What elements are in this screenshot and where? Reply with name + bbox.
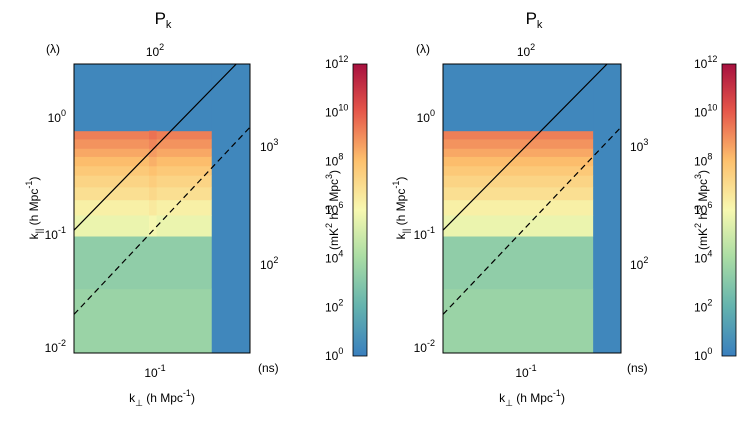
- heatmap-left: [74, 64, 250, 354]
- heatmap-stripe-cell-7: [148, 156, 157, 167]
- heatmap-band-0: [74, 288, 212, 354]
- panel-title: Pk: [155, 9, 172, 31]
- heatmap-stripe-cell-5: [148, 175, 157, 188]
- colorbar-tick-label-3: 106: [694, 200, 712, 217]
- right-tick-label-0: 103: [260, 137, 278, 154]
- heatmap-band-7: [443, 156, 594, 167]
- heatmap-stripe-cell-6: [148, 165, 157, 176]
- colorbar: [352, 63, 368, 357]
- heatmap-stripe-cell-3: [148, 199, 157, 216]
- buffer-line-dashed: [73, 126, 251, 315]
- colorbar-tick-label-2: 108: [694, 151, 712, 168]
- colorbar-tick-label-0: 1012: [694, 54, 717, 71]
- top-axis-label: (λ): [46, 42, 60, 56]
- heatmap-band-7: [74, 156, 212, 167]
- horizon-line: [442, 63, 608, 231]
- heatmap-band-8: [74, 148, 212, 157]
- colorbar-tick-label-5: 102: [694, 297, 712, 314]
- y-tick-label-0: 100: [417, 108, 435, 125]
- heatmap-band-2: [443, 214, 594, 237]
- heatmap-band-8: [443, 148, 594, 157]
- heatmap-band-1: [74, 235, 212, 290]
- colorbar-ticks-left: 1012 1010 108 106 104 102 100: [325, 54, 348, 363]
- colorbar: [721, 63, 737, 357]
- plot-frame: [442, 63, 622, 354]
- heatmap-band-10: [443, 130, 594, 140]
- heatmap-band-2: [74, 214, 212, 237]
- top-axis-label: (λ): [416, 42, 430, 56]
- heatmap-band-6: [74, 165, 212, 176]
- heatmap-band-11: [443, 64, 594, 132]
- y-tick-label-2: 10-2: [414, 338, 435, 355]
- colorbar-tick-label-6: 100: [325, 346, 343, 363]
- heatmap-stripe-cell-10: [148, 130, 157, 140]
- heatmap-band-5: [74, 175, 212, 188]
- heatmap-stripe-cell-2: [148, 214, 157, 237]
- heatmap-band-3: [443, 199, 594, 216]
- x-axis-label: k⊥ (h Mpc-1): [499, 388, 565, 408]
- right-tick-label-0: 103: [630, 137, 648, 154]
- top-tick-label: 102: [517, 42, 535, 59]
- heatmap-band-9: [74, 138, 212, 149]
- colorbar-tick-label-4: 104: [694, 249, 712, 266]
- colorbar-tick-label-0: 1012: [325, 54, 348, 71]
- colorbar-label: (mK2 h-3 Mpc3): [324, 170, 341, 250]
- y-tick-label-1: 10-1: [45, 225, 66, 242]
- heatmap-stripe-cell-4: [148, 186, 157, 201]
- y-axis-label: k|| (h Mpc-1): [391, 177, 411, 240]
- buffer-line-dashed: [442, 126, 622, 315]
- wedge-lines-right: [442, 63, 622, 315]
- colorbar-tick-label-4: 104: [325, 249, 343, 266]
- heatmap-band-10: [74, 130, 212, 140]
- heatmap-band-0: [443, 288, 594, 354]
- heatmap-band-3: [74, 199, 212, 216]
- top-tick-label: 102: [146, 42, 164, 59]
- heatmap-band-6: [443, 165, 594, 176]
- right-tick-label-1: 102: [630, 255, 648, 272]
- colorbar-tick-label-2: 108: [325, 151, 343, 168]
- colorbar-tick-label-3: 106: [325, 200, 343, 217]
- heatmap-band-11: [74, 64, 212, 132]
- panel-title: Pk: [526, 9, 543, 31]
- y-tick-label-1: 10-1: [414, 225, 435, 242]
- x-tick-label: 10-1: [144, 363, 165, 380]
- right-axis-label: (ns): [258, 361, 279, 375]
- right-axis-label: (ns): [627, 361, 648, 375]
- colorbar-ticks-right: 1012 1010 108 106 104 102 100: [694, 54, 717, 363]
- panel-right: Pk (λ) 102 100 10-1 10-2 k|| (h Mpc-1) 1…: [391, 9, 737, 408]
- heatmap-band-5: [443, 175, 594, 188]
- colorbar-tick-label-1: 1010: [694, 103, 717, 120]
- plot-frame: [73, 63, 251, 354]
- y-tick-label-2: 10-2: [45, 338, 66, 355]
- x-axis-label: k⊥ (h Mpc-1): [129, 388, 195, 408]
- x-tick-label: 10-1: [515, 363, 536, 380]
- colorbar-tick-label-5: 102: [325, 297, 343, 314]
- colorbar-tick-label-1: 1010: [325, 103, 348, 120]
- panel-left: Pk (λ) 102 100 10-1 10-2 k|| (h Mpc-1) 1…: [24, 9, 368, 408]
- heatmap-band-1: [443, 235, 594, 290]
- y-tick-label-0: 100: [48, 108, 66, 125]
- heatmap-stripe-cell-9: [148, 138, 157, 149]
- heatmap-right: [443, 64, 621, 354]
- wedge-lines-left: [73, 63, 251, 315]
- right-tick-label-1: 102: [260, 255, 278, 272]
- y-axis-label: k|| (h Mpc-1): [24, 177, 44, 240]
- heatmap-band-4: [74, 186, 212, 201]
- heatmap-stripe-cell-8: [148, 148, 157, 157]
- heatmap-band-9: [443, 138, 594, 149]
- heatmap-band-4: [443, 186, 594, 201]
- colorbar-tick-label-6: 100: [694, 346, 712, 363]
- horizon-line: [73, 63, 237, 231]
- colorbar-label: (mK2 h-3 Mpc3): [693, 170, 710, 250]
